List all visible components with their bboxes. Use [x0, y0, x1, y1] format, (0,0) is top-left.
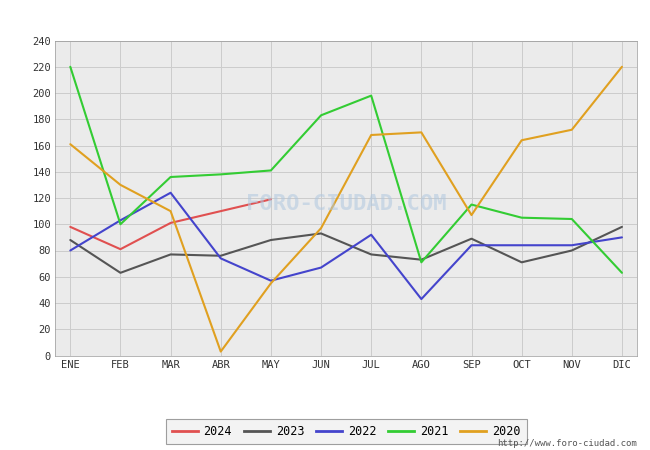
Legend: 2024, 2023, 2022, 2021, 2020: 2024, 2023, 2022, 2021, 2020	[166, 419, 526, 444]
Text: FORO-CIUDAD.COM: FORO-CIUDAD.COM	[246, 194, 447, 214]
Text: Matriculaciones de Vehiculos en Leioa: Matriculaciones de Vehiculos en Leioa	[156, 9, 494, 24]
Text: http://www.foro-ciudad.com: http://www.foro-ciudad.com	[497, 439, 637, 448]
